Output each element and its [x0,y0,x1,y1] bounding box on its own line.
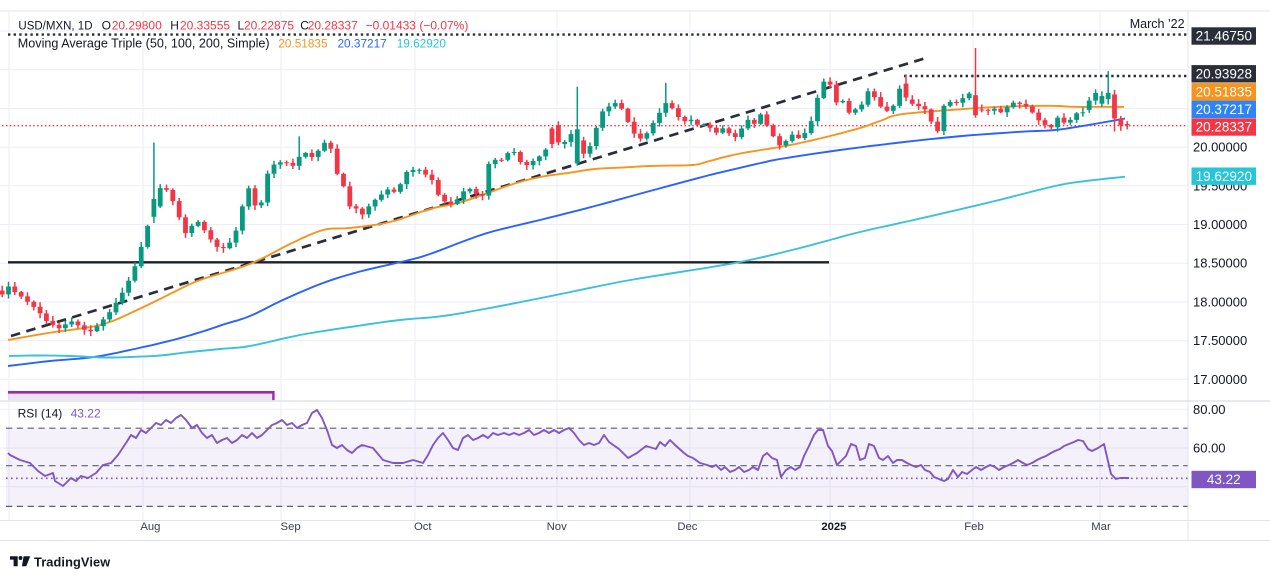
svg-text:60.00: 60.00 [1193,441,1226,456]
svg-text:20.37217: 20.37217 [1196,102,1252,117]
svg-text:Oct: Oct [414,521,432,533]
svg-text:Dec: Dec [677,521,697,533]
svg-text:43.22: 43.22 [1207,472,1241,487]
svg-text:18.50000: 18.50000 [1193,256,1247,271]
svg-text:20.28337: 20.28337 [1196,120,1252,135]
svg-text:19.00000: 19.00000 [1193,217,1247,232]
svg-text:18.00000: 18.00000 [1193,294,1247,309]
svg-text:17.00000: 17.00000 [1193,372,1247,387]
svg-text:20.51835: 20.51835 [1196,85,1252,100]
svg-text:17.50000: 17.50000 [1193,333,1247,348]
svg-text:21.46750: 21.46750 [1196,29,1252,44]
svg-text:Mar: Mar [1091,521,1111,533]
svg-text:Sep: Sep [281,521,301,533]
svg-text:20.93928: 20.93928 [1196,67,1252,82]
svg-text:80.00: 80.00 [1193,402,1226,417]
svg-text:Moving Average Triple (50, 100: Moving Average Triple (50, 100, 200, Sim… [18,37,447,51]
svg-text:Aug: Aug [140,521,160,533]
svg-text:2025: 2025 [821,521,846,533]
svg-text:Feb: Feb [964,521,983,533]
svg-text:March ’22: March ’22 [1130,17,1185,31]
svg-text:20.00000: 20.00000 [1193,140,1247,155]
svg-text:19.62920: 19.62920 [1196,169,1252,184]
svg-text:RSI (14)43.22: RSI (14) 43.22 [18,406,101,420]
svg-text:Nov: Nov [547,521,567,533]
svg-text:TradingView: TradingView [34,554,110,569]
